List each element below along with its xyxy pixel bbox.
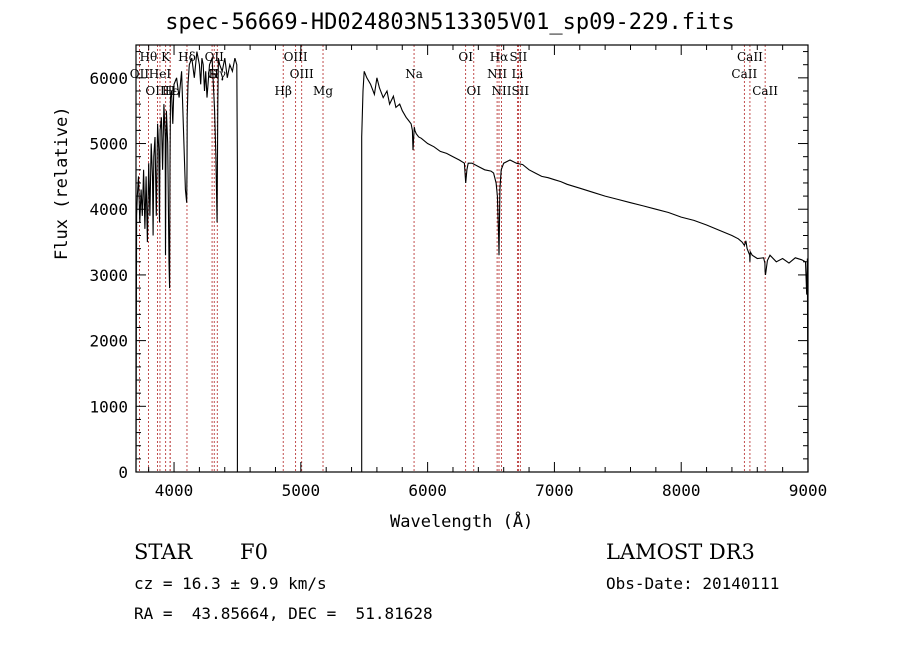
y-tick-label: 4000 [89, 200, 128, 219]
plot-frame [135, 44, 809, 473]
x-axis-ticks: 4000 5000 6000 7000 8000 9000 [148, 45, 828, 500]
redshift-cz: cz = 16.3 ± 9.9 km/s [134, 574, 327, 593]
y-axis-ticks: 0 1000 2000 3000 4000 5000 6000 [89, 51, 808, 482]
y-axis-label: Flux (relative) [52, 106, 72, 260]
line-label-oi: OI [466, 84, 481, 98]
line-label-hβ: Hβ [275, 84, 292, 98]
x-tick-label: 4000 [155, 481, 194, 500]
spectrum-line [135, 51, 809, 473]
line-label-hα: Hα [490, 50, 509, 64]
y-tick-label: 1000 [89, 397, 128, 416]
chart-title: spec-56669-HD024803N513305V01_sp09-229.f… [165, 10, 735, 35]
line-label-caii: CaII [752, 84, 778, 98]
emission-line-markers [139, 45, 766, 472]
x-tick-label: 5000 [282, 481, 321, 500]
line-label-caii: CaII [737, 50, 763, 64]
x-tick-label: 7000 [535, 481, 574, 500]
line-label-nii: NII [487, 67, 507, 81]
line-label-sii: SII [511, 84, 529, 98]
line-label-na: Na [405, 67, 423, 81]
y-tick-label: 0 [118, 463, 128, 482]
y-tick-label: 6000 [89, 69, 128, 88]
y-tick-label: 5000 [89, 135, 128, 154]
line-label-oii: OII [130, 67, 150, 81]
line-label-nii: NII [492, 84, 512, 98]
line-label-hγ: Hγ [208, 67, 226, 81]
y-tick-label: 3000 [89, 266, 128, 285]
x-axis-label: Wavelength (Å) [390, 512, 534, 532]
object-class: STAR [134, 540, 193, 564]
line-label-h: H [165, 84, 175, 98]
line-label-k: K [161, 50, 171, 64]
survey-name: LAMOST DR3 [606, 540, 755, 564]
line-label-hei: HeI [149, 67, 172, 81]
line-label-oiii: OIII [284, 50, 308, 64]
x-tick-label: 9000 [789, 481, 828, 500]
y-tick-label: 2000 [89, 332, 128, 351]
x-tick-label: 6000 [408, 481, 447, 500]
x-tick-label: 8000 [662, 481, 701, 500]
line-label-oiii: OIII [145, 84, 169, 98]
observation-date: Obs-Date: 20140111 [606, 574, 780, 593]
coordinates: RA = 43.85664, DEC = 51.81628 [134, 604, 433, 623]
line-label-g: G [207, 67, 217, 81]
line-label-sii: SII [510, 50, 528, 64]
line-label-caii: CaII [731, 67, 757, 81]
line-label-hθ: Hθ [140, 50, 158, 64]
line-label-oi: OI [458, 50, 473, 64]
line-label-oiii: OIII [290, 67, 314, 81]
subclass: F0 [240, 540, 268, 564]
line-label-oii: OII [205, 50, 225, 64]
line-label-mg: Mg [313, 84, 333, 98]
line-label-hδ: Hδ [178, 50, 196, 64]
line-label-li: Li [511, 67, 523, 81]
